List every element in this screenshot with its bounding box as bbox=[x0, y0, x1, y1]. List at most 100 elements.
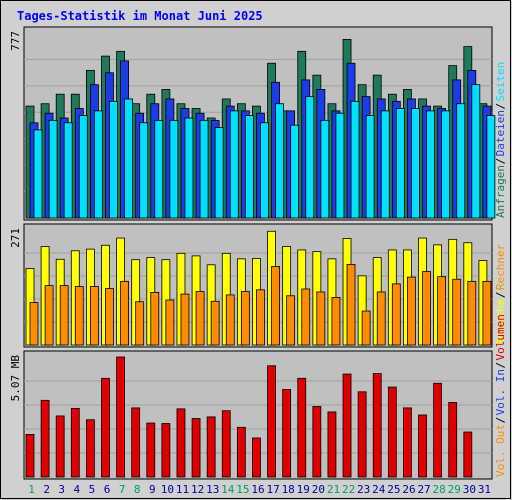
legend-separator: / bbox=[494, 362, 507, 369]
day-label-4: 4 bbox=[74, 483, 81, 496]
legend-seiten: Seiten bbox=[494, 62, 507, 102]
legend-separator: / bbox=[494, 291, 507, 298]
bar-rechner-day-16 bbox=[256, 289, 265, 346]
day-label-23: 23 bbox=[357, 483, 370, 496]
day-label-30: 30 bbox=[463, 483, 476, 496]
bar-seiten-day-11 bbox=[184, 117, 194, 219]
bar-rechner-day-24 bbox=[376, 291, 386, 346]
bar-seiten-day-19 bbox=[305, 96, 315, 219]
bar-volumen-day-25 bbox=[387, 386, 397, 478]
bar-rechner-day-20 bbox=[316, 291, 326, 346]
bar-seiten-day-13 bbox=[214, 127, 224, 219]
bar-rechner-day-4 bbox=[74, 286, 84, 346]
bar-rechner-day-31 bbox=[482, 280, 492, 346]
bar-rechner-day-6 bbox=[105, 288, 114, 346]
y-max-label-middle: 271 bbox=[9, 228, 22, 248]
bar-volumen-day-19 bbox=[297, 377, 307, 478]
legend-besuche: Besuche bbox=[494, 299, 507, 345]
bar-rechner-day-8 bbox=[135, 301, 145, 346]
bar-seiten-day-18 bbox=[290, 124, 300, 219]
bar-volumen-day-7 bbox=[116, 356, 125, 478]
bar-seiten-day-6 bbox=[109, 100, 118, 219]
bar-volumen-day-4 bbox=[70, 407, 80, 478]
bar-volumen-day-3 bbox=[55, 415, 65, 478]
bar-seiten-day-10 bbox=[169, 119, 179, 219]
day-label-10: 10 bbox=[161, 483, 174, 496]
bar-volumen-day-13 bbox=[206, 416, 216, 478]
bar-seiten-day-17 bbox=[275, 103, 284, 219]
bar-seiten-day-7 bbox=[124, 98, 133, 219]
bar-rechner-day-21 bbox=[331, 297, 341, 346]
bar-seiten-day-24 bbox=[380, 110, 390, 219]
bar-volumen-day-22 bbox=[342, 373, 352, 478]
bar-seiten-day-22 bbox=[350, 100, 360, 219]
day-label-2: 2 bbox=[43, 483, 50, 496]
bar-volumen-day-2 bbox=[40, 399, 50, 478]
bar-volumen-day-21 bbox=[327, 411, 337, 478]
bar-volumen-day-5 bbox=[85, 419, 95, 478]
bar-seiten-day-14 bbox=[229, 110, 239, 219]
bar-volumen-day-23 bbox=[357, 391, 367, 478]
day-label-29: 29 bbox=[448, 483, 461, 496]
day-label-8: 8 bbox=[134, 483, 141, 496]
day-label-20: 20 bbox=[312, 483, 325, 496]
day-axis: 1 2 3 4 5 6 7 8 9 10 11 12 13 14 15 16 17 18 19 20 21 22 23 24 2… bbox=[28, 483, 491, 496]
legend-dateien: Dateien bbox=[494, 110, 507, 156]
bar-volumen-day-29 bbox=[448, 402, 458, 478]
bar-seiten-day-12 bbox=[199, 119, 209, 219]
bar-volumen-day-8 bbox=[131, 407, 141, 478]
day-label-13: 13 bbox=[206, 483, 219, 496]
bar-rechner-day-23 bbox=[361, 310, 371, 346]
bar-rechner-day-29 bbox=[452, 278, 462, 346]
day-label-17: 17 bbox=[266, 483, 279, 496]
bar-seiten-day-16 bbox=[260, 122, 269, 219]
bar-volumen-day-6 bbox=[101, 377, 110, 478]
bar-seiten-day-3 bbox=[63, 122, 73, 219]
bar-rechner-day-22 bbox=[346, 263, 356, 346]
bar-volumen-day-10 bbox=[161, 423, 171, 478]
chart-title: Tages-Statistik im Monat Juni 2025 bbox=[17, 9, 263, 23]
bar-rechner-day-9 bbox=[150, 291, 160, 346]
bar-volumen-day-17 bbox=[267, 365, 276, 478]
day-label-25: 25 bbox=[387, 483, 400, 496]
legend-anfragen: Anfragen bbox=[494, 165, 507, 218]
bar-rechner-day-14 bbox=[225, 294, 235, 346]
day-label-28: 28 bbox=[433, 483, 446, 496]
bar-seiten-day-25 bbox=[395, 108, 405, 219]
bar-rechner-day-28 bbox=[437, 276, 447, 346]
day-label-27: 27 bbox=[417, 483, 430, 496]
bar-seiten-day-1 bbox=[33, 129, 43, 219]
bar-rechner-day-19 bbox=[301, 288, 311, 346]
day-label-1: 1 bbox=[28, 483, 35, 496]
day-label-11: 11 bbox=[176, 483, 189, 496]
day-label-24: 24 bbox=[372, 483, 386, 496]
bar-rechner-day-12 bbox=[195, 291, 205, 346]
day-label-22: 22 bbox=[342, 483, 355, 496]
y-max-label-top: 777 bbox=[9, 31, 22, 51]
bar-rechner-day-15 bbox=[240, 291, 250, 346]
day-label-26: 26 bbox=[402, 483, 415, 496]
bar-volumen-day-30 bbox=[463, 431, 473, 478]
bar-seiten-day-9 bbox=[154, 119, 164, 219]
bar-volumen-day-26 bbox=[403, 407, 412, 478]
bar-rechner-day-10 bbox=[165, 299, 175, 346]
legend-volumen: Volumen bbox=[494, 314, 507, 360]
legend-rechner: Rechner bbox=[494, 243, 507, 290]
day-label-6: 6 bbox=[104, 483, 111, 496]
day-label-7: 7 bbox=[119, 483, 126, 496]
day-label-19: 19 bbox=[297, 483, 310, 496]
day-label-14: 14 bbox=[221, 483, 235, 496]
bar-rechner-day-17 bbox=[271, 266, 280, 346]
bar-seiten-day-21 bbox=[335, 112, 345, 219]
bar-rechner-day-13 bbox=[210, 300, 220, 346]
bar-rechner-day-1 bbox=[29, 302, 39, 346]
day-label-31: 31 bbox=[478, 483, 491, 496]
legend-separator: / bbox=[494, 417, 507, 424]
bar-rechner-day-2 bbox=[44, 285, 54, 346]
legend-vol-out: Vol. Out bbox=[494, 424, 507, 477]
bar-seiten-day-30 bbox=[471, 84, 481, 219]
day-label-16: 16 bbox=[251, 483, 264, 496]
bar-seiten-day-31 bbox=[486, 115, 496, 219]
bar-rechner-day-26 bbox=[407, 276, 416, 346]
